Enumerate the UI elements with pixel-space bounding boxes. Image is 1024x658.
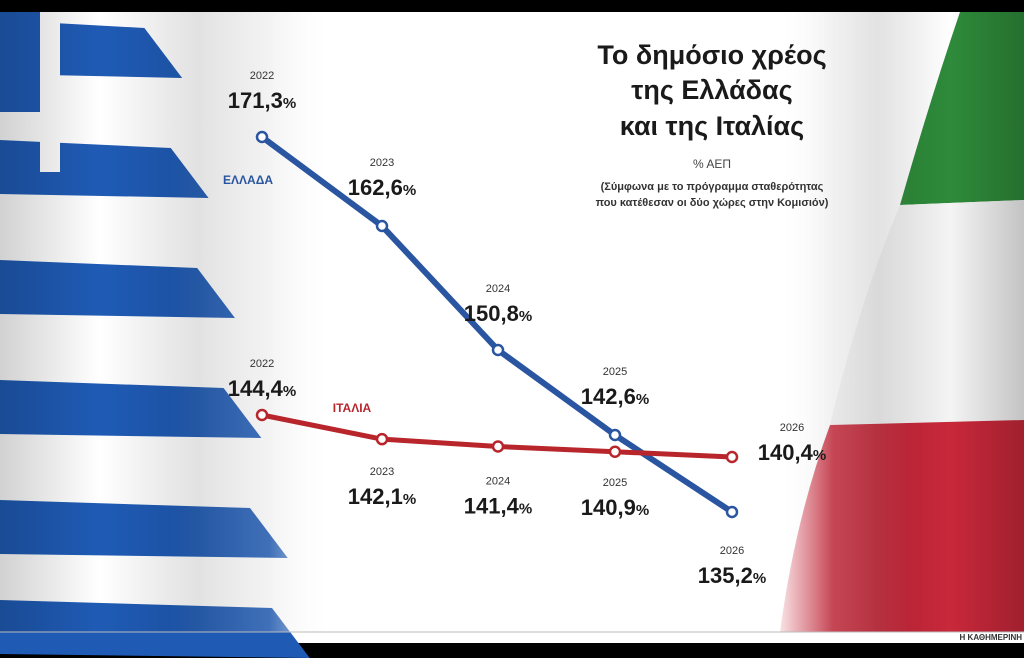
year-label: 2024 [486, 283, 510, 295]
value-label: 135,2% [698, 563, 766, 588]
greek-flag-fade [170, 12, 350, 632]
title-line-3: και της Ιταλίας [620, 111, 804, 141]
value-label: 150,8% [464, 301, 532, 326]
value-label: 144,4% [228, 376, 296, 401]
year-label: 2026 [720, 545, 744, 557]
series-lines [255, 130, 739, 519]
year-label: 2022 [250, 358, 274, 370]
value-label: 142,1% [348, 484, 416, 509]
value-label: 142,6% [581, 384, 649, 409]
data-point [255, 408, 269, 422]
year-label: 2025 [603, 366, 627, 378]
data-labels: 2022 171,3% 2023 162,6% 2024 150,8% 2025 142,6%… [228, 70, 826, 588]
data-point [491, 440, 505, 453]
series-label-greece: ΕΛΛΑΔΑ [223, 173, 273, 187]
title-line-1: Το δημόσιο χρέος [597, 40, 826, 70]
year-label: 2023 [370, 466, 394, 478]
data-point [491, 343, 505, 357]
data-point [725, 505, 739, 519]
year-label: 2026 [780, 422, 804, 434]
value-label: 140,9% [581, 495, 649, 520]
year-label: 2025 [603, 477, 627, 489]
year-label: 2022 [250, 70, 274, 82]
year-label: 2024 [486, 476, 510, 488]
data-point [608, 445, 622, 458]
unit-label: % ΑΕΠ [693, 157, 731, 171]
year-label: 2023 [370, 157, 394, 169]
data-point [375, 432, 389, 446]
data-point [255, 130, 269, 144]
note-line-1: (Σύμφωνα με το πρόγραμμα σταθερότητας [601, 181, 824, 193]
series-label-italy: ΙΤΑΛΙΑ [333, 401, 372, 415]
top-black-bar [0, 0, 1024, 12]
source-label: Η ΚΑΘΗΜΕΡΙΝΗ [960, 633, 1023, 642]
data-point [608, 428, 622, 442]
italian-flag-fade [770, 12, 910, 632]
value-label: 171,3% [228, 88, 296, 113]
value-label: 140,4% [758, 440, 826, 465]
data-point [375, 219, 389, 233]
value-label: 162,6% [348, 175, 416, 200]
note-line-2: που κατέθεσαν οι δύο χώρες στην Κομισιόν… [596, 197, 829, 209]
value-label: 141,4% [464, 494, 532, 519]
data-point [725, 450, 739, 464]
title-line-2: της Ελλάδας [631, 75, 792, 105]
